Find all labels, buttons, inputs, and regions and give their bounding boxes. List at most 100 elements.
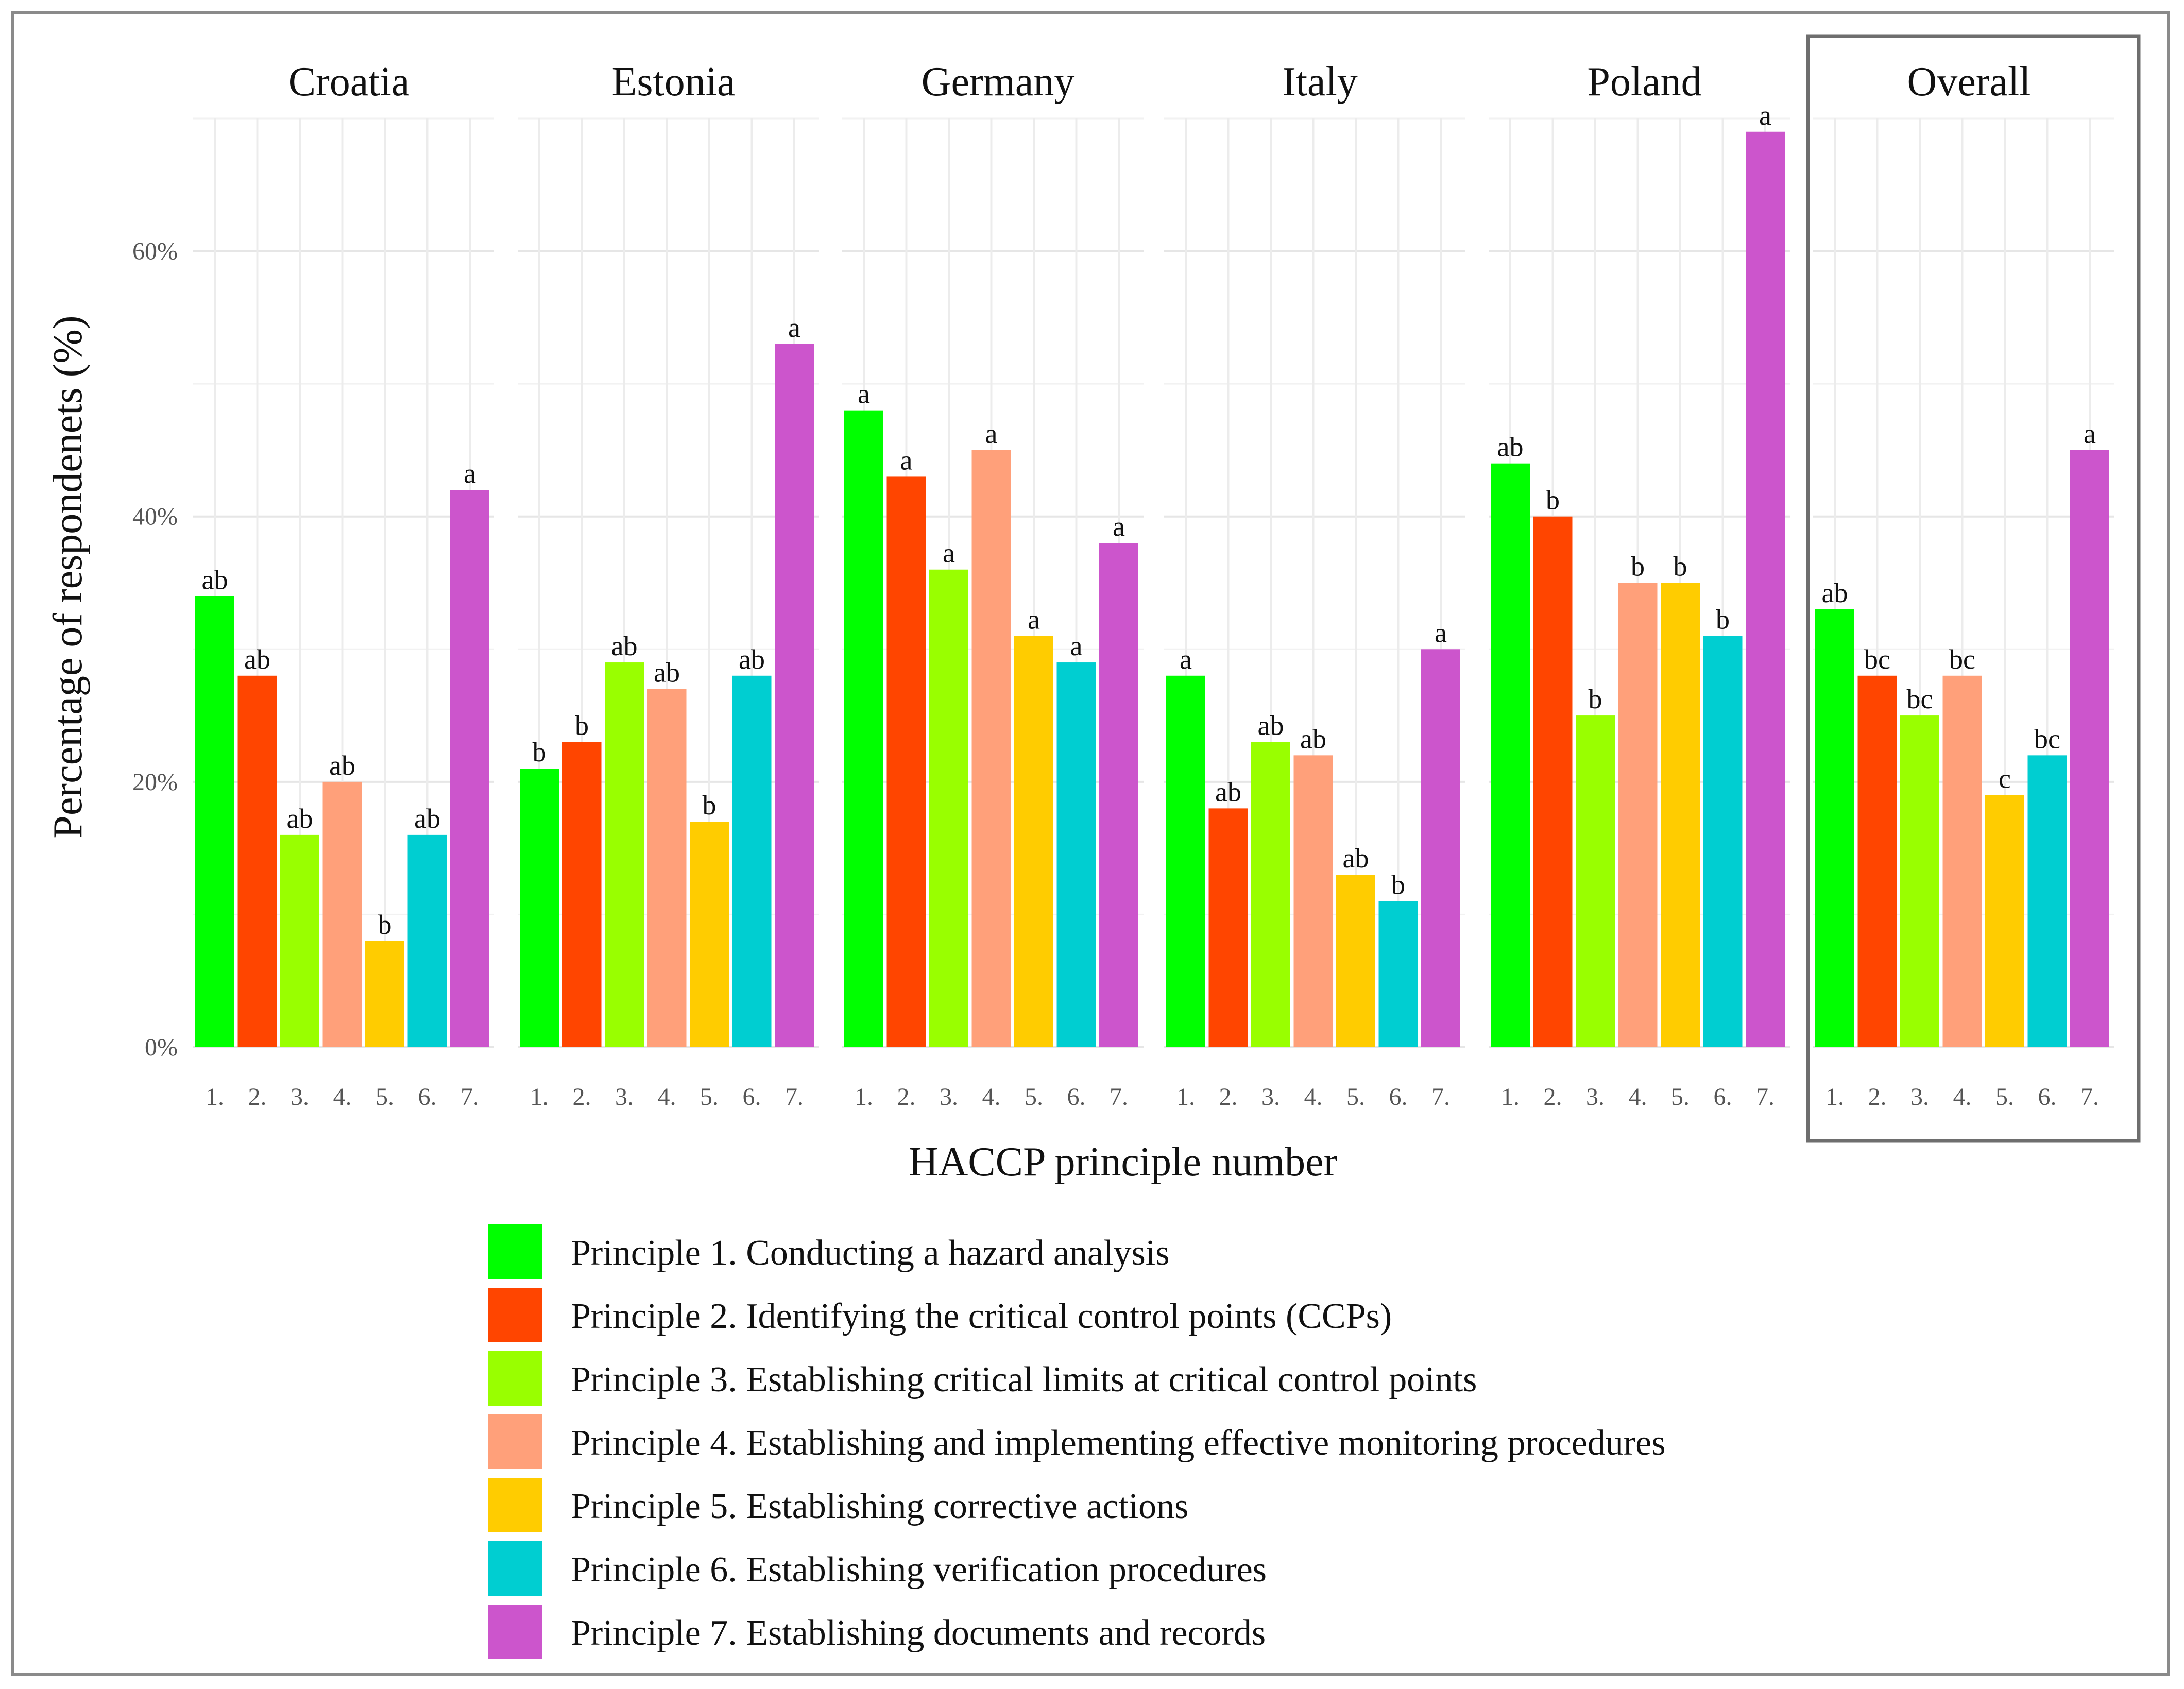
bar-germany-principle-4 xyxy=(971,450,1011,1047)
bar-label-estonia-principle-1: b xyxy=(533,737,547,767)
bar-germany-principle-7 xyxy=(1099,543,1138,1047)
x-tick-poland-6: 6. xyxy=(1714,1083,1732,1111)
x-tick-estonia-3: 3. xyxy=(615,1083,634,1111)
x-tick-germany-7: 7. xyxy=(1110,1083,1128,1111)
legend-label-principle-5: Principle 5. Establishing corrective act… xyxy=(571,1487,1188,1526)
bar-label-poland-principle-5: b xyxy=(1674,551,1687,582)
x-tick-italy-2: 2. xyxy=(1219,1083,1238,1111)
bar-label-italy-principle-5: ab xyxy=(1343,843,1369,874)
bar-label-italy-principle-3: ab xyxy=(1258,710,1284,741)
x-tick-croatia-3: 3. xyxy=(291,1083,309,1111)
y-tick-1: 20% xyxy=(132,769,178,796)
x-tick-overall-4: 4. xyxy=(1953,1083,1972,1111)
bar-overall-principle-2 xyxy=(1857,675,1897,1047)
x-tick-overall-6: 6. xyxy=(2038,1083,2057,1111)
bar-label-estonia-principle-3: ab xyxy=(611,630,638,661)
bar-germany-principle-5 xyxy=(1014,636,1053,1047)
bar-croatia-principle-1 xyxy=(195,596,234,1047)
bar-label-croatia-principle-3: ab xyxy=(287,803,313,834)
bar-label-germany-principle-1: a xyxy=(858,379,870,410)
x-tick-poland-2: 2. xyxy=(1544,1083,1562,1111)
bar-estonia-principle-7 xyxy=(775,344,814,1048)
legend-label-principle-6: Principle 6. Establishing verification p… xyxy=(571,1550,1267,1590)
x-tick-overall-1: 1. xyxy=(1825,1083,1844,1111)
panel-title-croatia: Croatia xyxy=(288,59,410,105)
bar-estonia-principle-6 xyxy=(732,675,772,1047)
bar-poland-principle-7 xyxy=(1746,131,1785,1048)
y-tick-2: 40% xyxy=(132,503,178,531)
x-tick-estonia-7: 7. xyxy=(785,1083,804,1111)
x-tick-overall-2: 2. xyxy=(1868,1083,1887,1111)
bar-overall-principle-7 xyxy=(2070,450,2109,1047)
x-tick-italy-5: 5. xyxy=(1346,1083,1365,1111)
x-tick-italy-6: 6. xyxy=(1389,1083,1408,1111)
bar-label-estonia-principle-6: ab xyxy=(739,644,765,675)
bar-label-poland-principle-1: ab xyxy=(1497,432,1524,463)
bar-label-croatia-principle-4: ab xyxy=(329,750,355,781)
legend-swatch-principle-1 xyxy=(486,1222,544,1281)
bar-croatia-principle-7 xyxy=(450,490,489,1048)
bar-label-italy-principle-4: ab xyxy=(1300,723,1326,754)
bar-croatia-principle-3 xyxy=(280,834,319,1047)
legend-swatch-principle-4 xyxy=(486,1412,544,1471)
bar-label-croatia-principle-7: a xyxy=(464,458,476,489)
bar-label-poland-principle-3: b xyxy=(1589,684,1602,714)
bar-label-overall-principle-1: ab xyxy=(1822,577,1848,608)
bar-label-estonia-principle-4: ab xyxy=(654,657,680,688)
panel-title-germany: Germany xyxy=(922,59,1075,105)
bar-croatia-principle-4 xyxy=(322,781,362,1047)
bar-label-germany-principle-2: a xyxy=(900,445,913,475)
x-tick-overall-5: 5. xyxy=(1995,1083,2014,1111)
bar-label-poland-principle-7: a xyxy=(1759,100,1771,131)
bar-label-poland-principle-2: b xyxy=(1546,485,1560,516)
bar-label-germany-principle-5: a xyxy=(1028,604,1040,635)
bar-label-overall-principle-3: bc xyxy=(1907,684,1933,714)
panel-title-overall: Overall xyxy=(1907,59,2031,105)
bar-label-germany-principle-3: a xyxy=(943,538,955,569)
legend-label-principle-7: Principle 7. Establishing documents and … xyxy=(571,1613,1266,1653)
bar-estonia-principle-2 xyxy=(562,742,602,1047)
bar-italy-principle-1 xyxy=(1166,675,1205,1047)
bar-italy-principle-2 xyxy=(1208,808,1248,1047)
bar-label-estonia-principle-5: b xyxy=(703,790,716,821)
bar-italy-principle-4 xyxy=(1293,755,1333,1047)
x-tick-italy-4: 4. xyxy=(1304,1083,1323,1111)
bar-estonia-principle-4 xyxy=(647,689,687,1047)
bar-germany-principle-3 xyxy=(929,569,968,1047)
bar-poland-principle-1 xyxy=(1491,463,1530,1047)
legend-swatch-principle-3 xyxy=(486,1349,544,1408)
x-tick-overall-7: 7. xyxy=(2080,1083,2099,1111)
bar-label-italy-principle-7: a xyxy=(1435,617,1447,648)
x-tick-croatia-7: 7. xyxy=(460,1083,479,1111)
bar-overall-principle-6 xyxy=(2027,755,2067,1047)
legend-swatch-principle-6 xyxy=(486,1539,544,1598)
bar-germany-principle-1 xyxy=(844,410,883,1047)
legend-label-principle-2: Principle 2. Identifying the critical co… xyxy=(571,1296,1392,1336)
x-tick-poland-4: 4. xyxy=(1629,1083,1647,1111)
x-tick-germany-2: 2. xyxy=(897,1083,916,1111)
x-tick-poland-3: 3. xyxy=(1586,1083,1605,1111)
panel-title-poland: Poland xyxy=(1587,59,1701,105)
bar-overall-principle-5 xyxy=(1985,795,2024,1047)
legend-swatch-principle-5 xyxy=(486,1476,544,1534)
y-tick-0: 0% xyxy=(145,1034,178,1061)
x-tick-germany-5: 5. xyxy=(1025,1083,1043,1111)
bar-poland-principle-5 xyxy=(1661,583,1700,1047)
panel-title-estonia: Estonia xyxy=(612,59,736,105)
bar-overall-principle-1 xyxy=(1815,609,1854,1047)
bar-label-overall-principle-2: bc xyxy=(1864,644,1890,675)
x-axis-title: HACCP principle number xyxy=(909,1139,1338,1185)
legend-swatch-principle-2 xyxy=(486,1286,544,1344)
x-tick-estonia-5: 5. xyxy=(700,1083,719,1111)
bar-label-italy-principle-6: b xyxy=(1391,869,1405,900)
x-tick-estonia-6: 6. xyxy=(743,1083,761,1111)
y-tick-3: 60% xyxy=(132,238,178,265)
x-tick-poland-7: 7. xyxy=(1756,1083,1774,1111)
x-tick-estonia-2: 2. xyxy=(573,1083,591,1111)
bar-overall-principle-3 xyxy=(1900,715,1939,1047)
bar-label-croatia-principle-6: ab xyxy=(414,803,440,834)
x-tick-poland-1: 1. xyxy=(1501,1083,1520,1111)
legend-label-principle-3: Principle 3. Establishing critical limit… xyxy=(571,1360,1477,1400)
legend-swatch-principle-7 xyxy=(486,1602,544,1661)
